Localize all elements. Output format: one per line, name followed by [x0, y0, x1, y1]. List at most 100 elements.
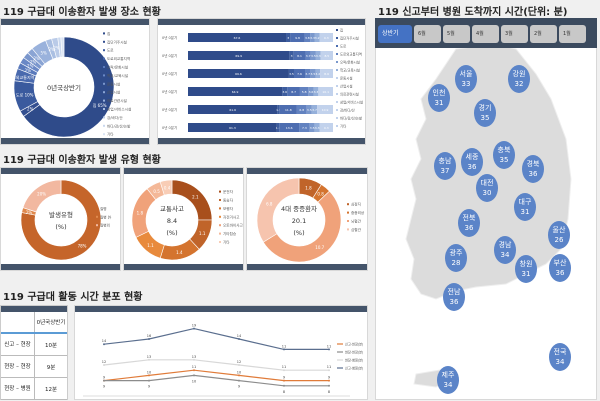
point-label: 8	[328, 390, 330, 394]
tab-6[interactable]: 1월	[559, 25, 586, 43]
point-label: 9	[103, 376, 105, 380]
legend-label: 운동시설	[340, 76, 352, 81]
map-panel	[375, 18, 597, 400]
region-bubble[interactable]: 광주 28	[445, 244, 467, 272]
region-value: 31	[520, 208, 530, 216]
tab-3[interactable]: 4월	[472, 25, 499, 43]
bar-value: 3	[287, 36, 289, 40]
region-bubble[interactable]: 전북 36	[458, 209, 480, 237]
table-row: 현장 – 병원 12분	[1, 378, 67, 400]
legend-label: 집	[340, 28, 343, 33]
tab-2[interactable]: 5월	[443, 25, 470, 43]
tab-4[interactable]: 3월	[501, 25, 528, 43]
region-bubble[interactable]: 충남 37	[434, 152, 456, 180]
bar-value: 3.3	[314, 90, 319, 94]
data-point	[328, 384, 330, 387]
region-value: 36	[467, 163, 477, 171]
traffic-donut-chart: 2.1 1.1 1.4 1.1 1.8 0.5 0.4 교통사고 8.4 (%) 운전자동승자보행자…	[131, 179, 244, 261]
bar-value: 64.9	[232, 90, 239, 94]
region-bubble[interactable]: 경남 34	[494, 236, 516, 264]
legend-label: 동승자	[223, 198, 234, 203]
region-bubble[interactable]: 대전 30	[476, 174, 498, 202]
legend-label: 산업시설	[107, 90, 120, 95]
center-label: (%)	[166, 229, 177, 237]
tab-5[interactable]: 2월	[530, 25, 557, 43]
legend-swatch	[219, 241, 221, 243]
bar-segment	[279, 123, 300, 132]
bar-segment	[311, 105, 318, 114]
region-value: 33	[461, 80, 471, 88]
data-label: 2.1	[192, 195, 199, 200]
region-bubble[interactable]: 경북 36	[522, 155, 544, 183]
tab-1[interactable]: 6월	[414, 25, 441, 43]
bar-segment	[293, 69, 306, 78]
data-point	[238, 374, 240, 377]
region-bubble[interactable]: 강원 32	[508, 65, 530, 93]
bar-value: 9.3	[324, 36, 329, 40]
bar-segment	[188, 123, 277, 132]
region-bubble[interactable]: 제주 34	[437, 366, 459, 394]
legend-label: 산업시설	[340, 84, 352, 89]
region-bubble[interactable]: 세종 36	[461, 148, 483, 176]
place-donut-chart: 집 65%2%도로 10%도로외교통지역 4%2%2%2%2%5%2%2%0년국…	[9, 31, 131, 138]
time-line-chart: 9 10 11 10 9 9 신고-현장(분) 9 9 10 9 8 8 현장-현장(분) 12 13 13 12…	[83, 324, 363, 397]
data-point	[193, 327, 195, 330]
section-title-type: 119 구급대 이송환자 발생 유형 현황	[3, 155, 161, 166]
data-label: 1.1	[147, 243, 154, 248]
legend-label: 중증외상	[351, 210, 365, 215]
point-label: 12	[102, 360, 106, 364]
legend-label: 자전거사고	[223, 214, 240, 219]
point-label: 10	[192, 379, 196, 383]
tab-0[interactable]: 상반기	[378, 25, 412, 43]
section-title-map: 119 신고부터 병원 도착까지 시간(단위: 분)	[378, 7, 568, 18]
region-bubble[interactable]: 전국 34	[549, 343, 571, 371]
legend-swatch	[103, 108, 105, 110]
legend-label: 의료관련시설	[340, 92, 359, 97]
place-donut-panel: 집 65% 2% 도로 10% 도로외교통지역 4% 2% 2% 2% 2% 5% 2% 2% 0년국…	[0, 18, 150, 145]
legend-swatch	[336, 53, 338, 55]
region-bubble[interactable]: 서울 33	[455, 65, 477, 93]
legend-swatch	[103, 74, 105, 77]
legend-swatch	[219, 215, 221, 218]
region-bubble[interactable]: 울산 26	[548, 221, 570, 249]
legend-swatch	[336, 125, 338, 127]
bar-segment	[309, 123, 315, 132]
legend-swatch	[336, 37, 338, 39]
bar-value: 3.8	[305, 36, 310, 40]
legend-swatch	[103, 57, 105, 60]
legend-label: 신고-병원(분)	[345, 366, 363, 371]
category-label: 0년 0분기	[162, 89, 177, 94]
region-bubble[interactable]: 부산 36	[549, 254, 571, 282]
bar-segment	[310, 69, 316, 78]
data-point	[328, 379, 330, 382]
bar-value: 13.6	[286, 126, 293, 130]
data-point	[283, 369, 285, 372]
region-bubble[interactable]: 창원 31	[515, 255, 537, 283]
region-bubble[interactable]: 경기 35	[474, 99, 496, 127]
region-value: 31	[521, 270, 531, 278]
data-point	[238, 338, 240, 340]
data-point	[328, 348, 330, 351]
center-label: 교통사고	[160, 204, 184, 213]
point-label: 9	[148, 385, 150, 389]
bar-value: 3.3	[316, 54, 321, 58]
region-name: 광주	[449, 249, 463, 257]
region-bubble[interactable]: 전남 36	[443, 283, 465, 311]
legend-label: 도로	[107, 49, 114, 53]
legend-label: 오락/문화시설	[340, 60, 360, 65]
legend-swatch	[96, 215, 98, 218]
region-bubble[interactable]: 대구 31	[514, 193, 536, 221]
legend-label: 운동시설	[107, 81, 120, 86]
region-bubble[interactable]: 충북 35	[493, 141, 515, 169]
time-table: 0년국상반기 신고 – 현장 10분 현장 – 현장 9분 현장 – 병원 12분	[0, 305, 68, 400]
legend-label: 기타	[107, 132, 114, 137]
bar-value: 67.6	[234, 36, 241, 40]
region-name: 울산	[552, 226, 566, 234]
bar-value: 11.8	[285, 108, 292, 112]
place-bar-panel: 0년 0분기 67.6 3 9.8 3.8 3.3 3.2 9.3 0년 0분기 69.9 3 8.1…	[157, 18, 366, 145]
legend-swatch	[336, 85, 338, 87]
region-bubble[interactable]: 인천 31	[428, 84, 450, 112]
data-label: 0.8	[317, 192, 324, 197]
legend-swatch	[96, 224, 98, 227]
category-label: 0년 0분기	[162, 125, 177, 130]
